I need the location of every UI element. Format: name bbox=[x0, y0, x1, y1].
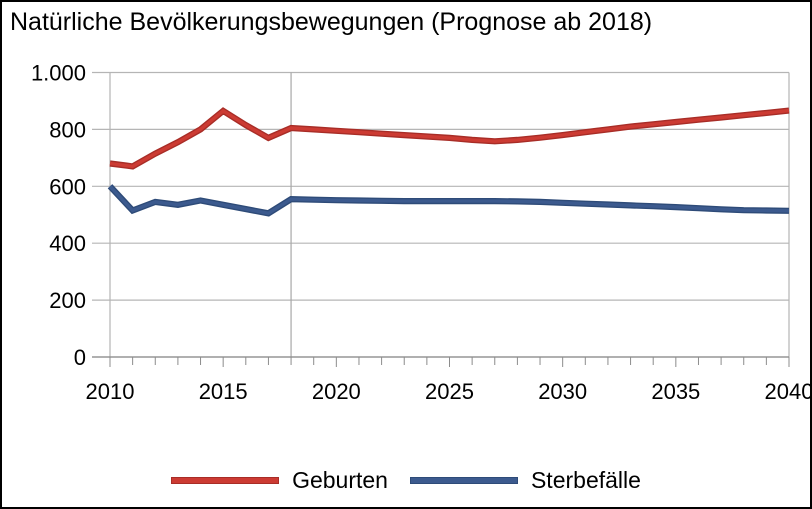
legend: Geburten Sterbefälle bbox=[2, 467, 810, 494]
sterbefaelle-legend-label: Sterbefälle bbox=[530, 467, 641, 493]
chart-title: Natürliche Bevölkerungsbewegungen (Progn… bbox=[10, 8, 653, 36]
x-tick-label: 2035 bbox=[651, 379, 700, 404]
y-tick-label: 0 bbox=[74, 345, 86, 370]
x-tick-label: 2015 bbox=[199, 379, 248, 404]
y-tick-label: 800 bbox=[49, 117, 86, 142]
geburten-line-swatch bbox=[171, 477, 280, 484]
legend-item-sterbefaelle: Sterbefälle bbox=[409, 467, 641, 494]
y-tick-label: 600 bbox=[49, 174, 86, 199]
y-tick-label: 200 bbox=[49, 288, 86, 313]
y-tick-label: 400 bbox=[49, 231, 86, 256]
legend-item-geburten: Geburten bbox=[171, 467, 388, 494]
sterbefaelle-line bbox=[108, 185, 790, 216]
y-tick-label: 1.000 bbox=[31, 61, 86, 86]
x-tick-label: 2020 bbox=[312, 379, 361, 404]
geburten-legend-label: Geburten bbox=[292, 467, 388, 493]
x-tick-label: 2030 bbox=[538, 379, 587, 404]
x-tick-label: 2010 bbox=[86, 379, 135, 404]
sterbefaelle-line-swatch bbox=[409, 477, 518, 484]
geburten-line bbox=[109, 108, 790, 169]
x-tick-label: 2025 bbox=[425, 379, 474, 404]
x-tick-label: 2040 bbox=[765, 379, 812, 404]
